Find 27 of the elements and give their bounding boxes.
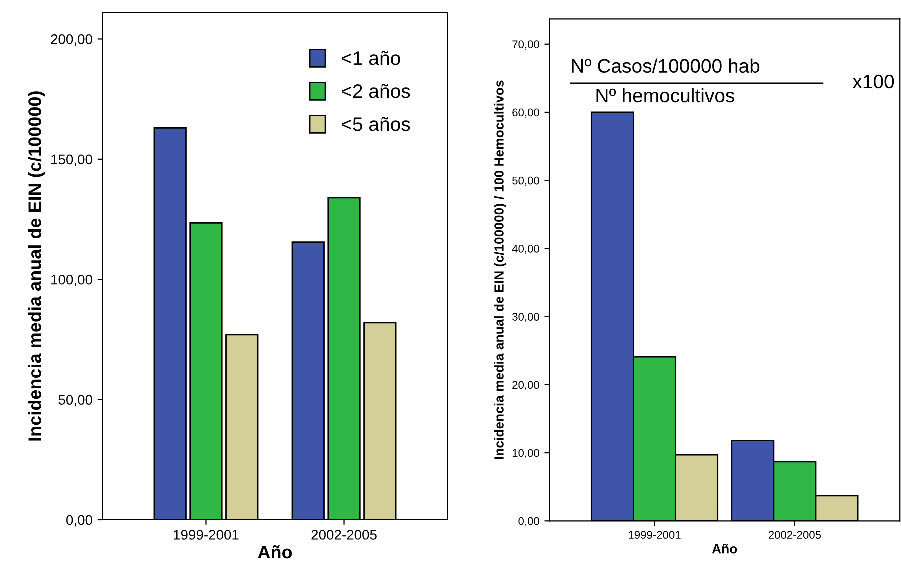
y-tick-label: 60,00: [512, 108, 540, 118]
y-tick-label: 150,00: [52, 154, 92, 166]
y-tick-label: 50,00: [58, 395, 92, 407]
y-tick-label: 0,00: [66, 515, 92, 527]
y-axis-title: Incidencia media anual de EIN (c/100000) / 100 Hemocultivos: [494, 80, 507, 460]
y-tick-label: 30,00: [512, 313, 540, 322]
y-tick-label: 10,00: [512, 449, 540, 458]
y-tick-label: 0,00: [518, 517, 540, 527]
y-tick-label: 40,00: [512, 244, 540, 254]
x-tick-label: 1999-2001: [174, 530, 239, 540]
x-tick-label: 2002-2005: [312, 530, 377, 540]
annotation: x100: [852, 74, 894, 89]
legend-label: <5 años: [342, 117, 410, 132]
annotation: Nº hemocultivos: [596, 88, 734, 103]
y-tick-label: 50,00: [512, 176, 540, 186]
legend-label: <2 años: [342, 84, 410, 98]
y-axis-title: Incidencia media anual de EIN (c/100000): [28, 92, 45, 441]
y-tick-label: 100,00: [52, 274, 92, 286]
x-tick-label: 1999-2001: [629, 531, 681, 540]
x-tick-label: 2002-2005: [768, 531, 822, 540]
annotation: Nº Casos/100000 hab: [572, 58, 760, 74]
x-axis-title: Año: [258, 546, 292, 559]
x-axis-title: Año: [712, 544, 738, 554]
y-tick-label: 70,00: [512, 40, 540, 50]
y-tick-label: 20,00: [512, 381, 540, 390]
y-tick-label: 200,00: [51, 34, 92, 46]
legend-label: <1 año: [342, 51, 400, 66]
